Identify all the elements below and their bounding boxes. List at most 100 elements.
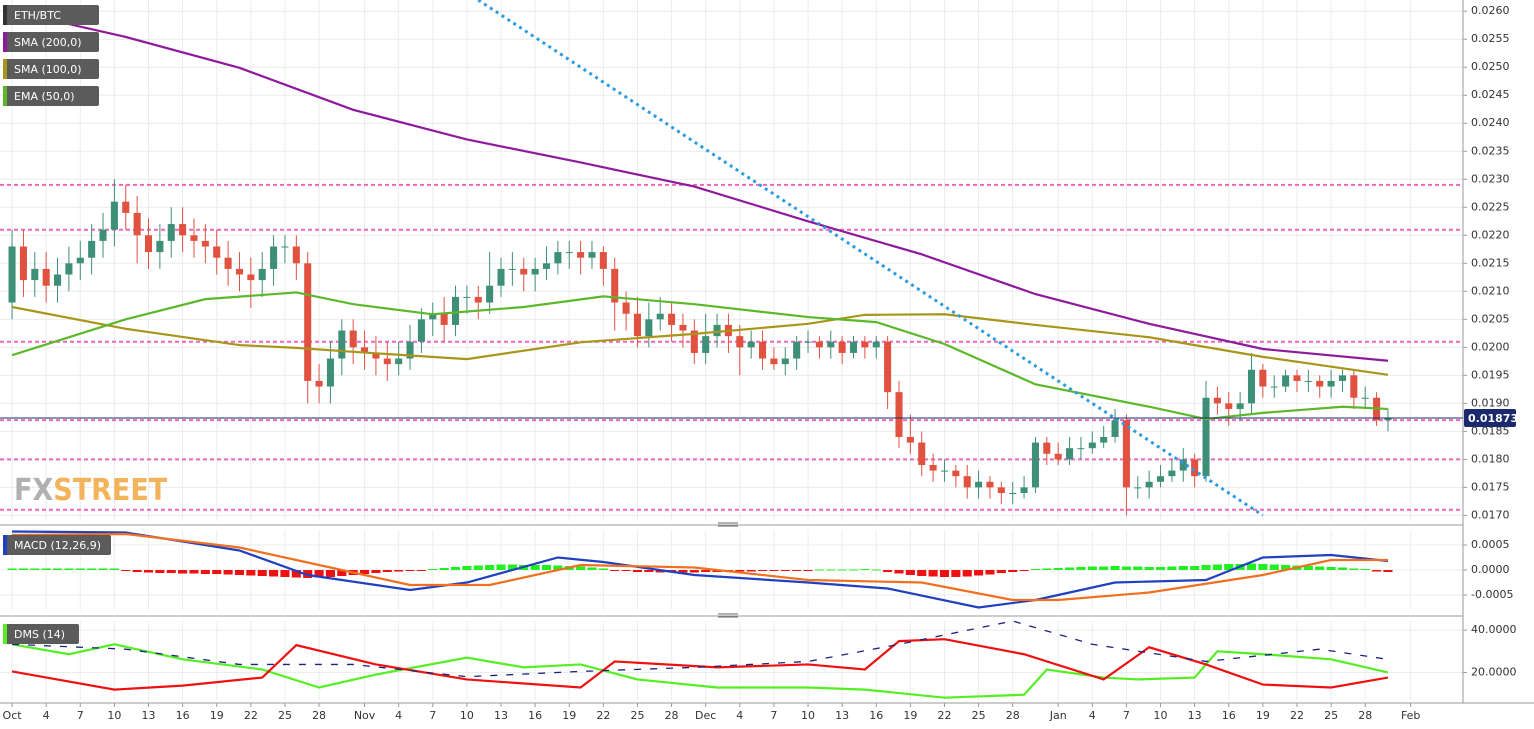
histogram-bar: [1133, 566, 1143, 570]
y-tick-label: 0.0185: [1471, 424, 1510, 437]
candle-body: [838, 341, 846, 353]
candle-body: [1122, 420, 1130, 488]
x-tick-label: 4: [43, 709, 50, 722]
candle-body: [497, 268, 505, 286]
x-tick-label: 7: [429, 709, 436, 722]
histogram-bar: [1144, 567, 1154, 570]
histogram-bar: [1110, 566, 1120, 570]
candle-body: [474, 296, 482, 303]
histogram-bar: [371, 570, 381, 573]
histogram-bar: [325, 570, 335, 577]
candle-body: [1202, 397, 1210, 477]
candle-body: [997, 487, 1005, 493]
histogram-bar: [837, 569, 847, 571]
candle-body: [144, 235, 153, 253]
last-price-tag: [1464, 409, 1516, 428]
histogram-bar: [52, 568, 63, 570]
legend-label: MACD (12,26,9): [14, 539, 101, 552]
histogram-bar: [1087, 566, 1097, 570]
candle-body: [1020, 487, 1028, 493]
y-tick-label: 0.0170: [1471, 508, 1510, 521]
histogram-bar: [1269, 564, 1279, 570]
candle-body: [918, 442, 926, 465]
histogram-bar: [1190, 566, 1200, 570]
candle-body: [122, 201, 130, 213]
candle-body: [986, 481, 994, 488]
histogram-bar: [314, 570, 324, 578]
candle-body: [565, 252, 573, 254]
x-tick-label: 19: [1256, 709, 1270, 722]
y-tick-label: 0.0180: [1471, 452, 1510, 465]
histogram-bar: [1099, 566, 1109, 570]
histogram-bar: [394, 570, 404, 572]
histogram-bar: [1224, 564, 1234, 570]
histogram-bar: [1030, 569, 1040, 570]
candle-body: [1043, 442, 1051, 454]
histogram-bar: [1053, 568, 1063, 570]
x-tick-label: Jan: [1049, 709, 1067, 722]
candle-body: [1236, 403, 1244, 409]
histogram-bar: [610, 570, 620, 571]
histogram-bar: [1326, 567, 1336, 570]
histogram-bar: [64, 568, 74, 570]
panel-handle[interactable]: [718, 522, 738, 527]
histogram-bar: [1201, 565, 1211, 570]
candle-body: [1316, 380, 1324, 387]
candle-body: [270, 246, 278, 269]
histogram-bar: [1337, 567, 1348, 570]
histogram-bar: [541, 565, 552, 570]
histogram-bar: [814, 569, 824, 571]
candle-body: [281, 246, 289, 248]
x-tick-label: 25: [1324, 709, 1338, 722]
candle-body: [1327, 380, 1335, 387]
histogram-bar: [803, 570, 813, 571]
histogram-bar: [871, 569, 881, 571]
x-tick-label: 7: [770, 709, 777, 722]
candle-body: [315, 380, 323, 387]
x-tick-label: 7: [1123, 709, 1130, 722]
candle-body: [656, 313, 664, 320]
series-line: [11, 10, 1389, 362]
histogram-bar: [530, 565, 540, 570]
legend-swatch: [3, 86, 7, 106]
y-tick-label: 0.0005: [1471, 538, 1510, 551]
legend-swatch: [3, 535, 7, 555]
candle-body: [190, 235, 198, 241]
y-tick-label: 0.0245: [1471, 88, 1510, 101]
candle-body: [1361, 397, 1369, 399]
x-tick-label: 7: [77, 709, 84, 722]
histogram-bar: [701, 570, 711, 572]
histogram-bar: [1372, 570, 1382, 572]
candle-body: [179, 224, 187, 236]
candle-body: [1191, 459, 1199, 477]
histogram-bar: [416, 570, 426, 571]
histogram-bar: [1121, 566, 1131, 570]
candle-body: [349, 330, 357, 348]
histogram-bar: [337, 570, 347, 576]
candle-body: [679, 324, 687, 331]
candle-body: [1145, 481, 1153, 488]
candle-body: [952, 470, 960, 477]
histogram-bar: [848, 569, 859, 571]
candle-body: [520, 268, 528, 275]
histogram-bar: [689, 570, 699, 573]
histogram-bar: [621, 570, 631, 571]
candle-body: [42, 268, 50, 286]
watermark: FXSTREET: [14, 473, 168, 508]
y-tick-label: 40.0000: [1471, 623, 1517, 636]
histogram-bar: [1076, 567, 1086, 570]
candle-body: [747, 341, 755, 348]
legend-label: ETH/BTC: [14, 9, 61, 22]
x-tick-label: 16: [869, 709, 883, 722]
histogram-bar: [735, 570, 745, 572]
histogram-bar: [405, 570, 415, 571]
candle-body: [1157, 476, 1165, 482]
histogram-bar: [644, 570, 654, 572]
y-tick-label: 0.0200: [1471, 340, 1510, 353]
panel-handle[interactable]: [718, 613, 738, 618]
y-tick-label: 0.0220: [1471, 228, 1510, 241]
x-tick-label: 22: [596, 709, 610, 722]
candle-body: [76, 257, 84, 264]
candle-body: [292, 246, 300, 264]
histogram-bar: [1065, 567, 1075, 570]
